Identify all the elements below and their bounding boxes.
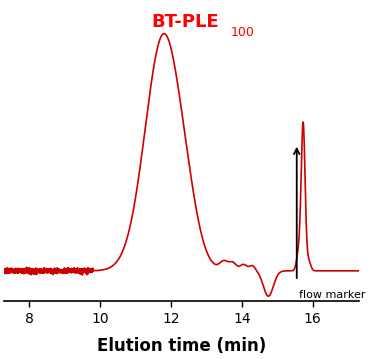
Text: BT-PLE: BT-PLE	[151, 13, 219, 31]
X-axis label: Elution time (min): Elution time (min)	[97, 337, 266, 355]
Text: flow marker: flow marker	[299, 290, 366, 300]
Text: 100: 100	[231, 27, 255, 39]
